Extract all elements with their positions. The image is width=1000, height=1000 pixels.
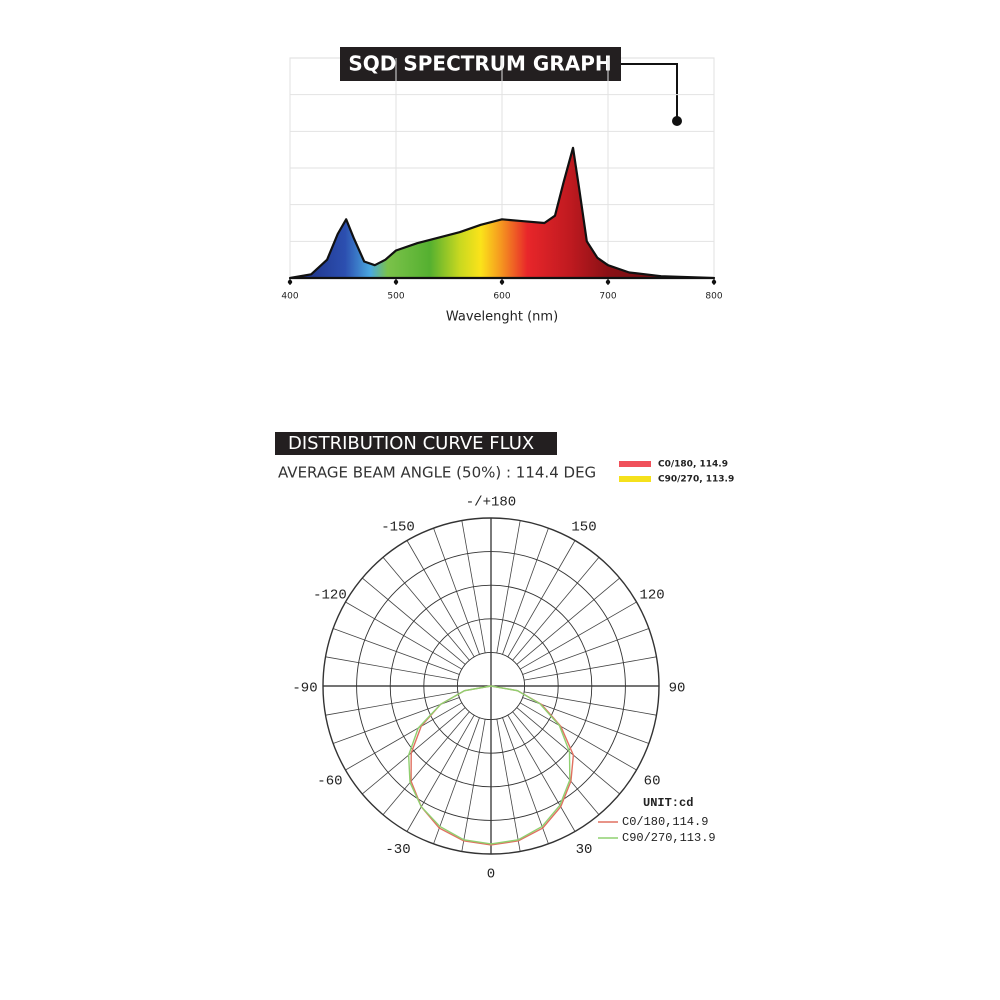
spectrum-chart: SQD SPECTRUM GRAPH Wavelenght (nm) 400 50… xyxy=(281,47,723,325)
theta-tick-label: -90 xyxy=(292,681,317,697)
legend-title: UNIT:cd xyxy=(643,796,693,810)
chart-title: SQD SPECTRUM GRAPH xyxy=(348,52,611,76)
tick-dot xyxy=(711,279,717,285)
x-tick-label: 600 xyxy=(493,292,510,302)
grid-ring xyxy=(389,584,593,788)
theta-tick-label: 30 xyxy=(576,842,593,858)
distribution-curve xyxy=(410,685,575,846)
legend-label: C0/180,114.9 xyxy=(622,815,708,829)
theta-tick-label: -30 xyxy=(385,842,410,858)
theta-tick-label: -150 xyxy=(381,520,415,536)
grid-ring xyxy=(356,551,626,821)
title-box xyxy=(340,47,621,81)
title-box xyxy=(275,432,557,455)
header-legend-swatch xyxy=(619,476,651,482)
grid-ring xyxy=(456,651,526,721)
x-tick-label: 400 xyxy=(281,292,298,302)
callout-dot xyxy=(672,116,682,126)
tick-dot xyxy=(393,279,399,285)
theta-tick-label: 120 xyxy=(639,588,664,604)
chart-subtitle: AVERAGE BEAM ANGLE (50%) : 114.4 DEG xyxy=(278,464,596,482)
callout-line xyxy=(621,63,678,120)
x-axis-label: Wavelenght (nm) xyxy=(446,310,558,325)
theta-tick-label: -120 xyxy=(313,588,347,604)
x-tick-label: 700 xyxy=(599,292,616,302)
tick-dot xyxy=(499,279,505,285)
x-tick-label: 500 xyxy=(387,292,404,302)
header-legend-swatch xyxy=(619,461,651,467)
tick-dot xyxy=(605,279,611,285)
theta-tick-label: 60 xyxy=(644,774,661,790)
theta-tick-label: 150 xyxy=(571,520,596,536)
chart-title: DISTRIBUTION CURVE FLUX xyxy=(288,433,534,454)
header-legend-label: C90/270, 113.9 xyxy=(658,475,734,485)
theta-tick-label: 0 xyxy=(487,867,495,883)
grid-ring xyxy=(322,517,660,855)
polar-chart: DISTRIBUTION CURVE FLUX AVERAGE BEAM ANG… xyxy=(275,432,734,883)
header-legend-label: C0/180, 114.9 xyxy=(658,460,728,470)
grid-ring xyxy=(423,618,559,754)
spectrum-area xyxy=(288,146,716,280)
x-tick-label: 800 xyxy=(705,292,722,302)
tick-dot xyxy=(287,279,293,285)
distribution-curve xyxy=(407,685,571,845)
legend-label: C90/270,113.9 xyxy=(622,831,716,845)
theta-tick-label: 90 xyxy=(669,681,686,697)
theta-tick-label: -60 xyxy=(317,774,342,790)
theta-tick-label: -/+180 xyxy=(466,495,516,511)
